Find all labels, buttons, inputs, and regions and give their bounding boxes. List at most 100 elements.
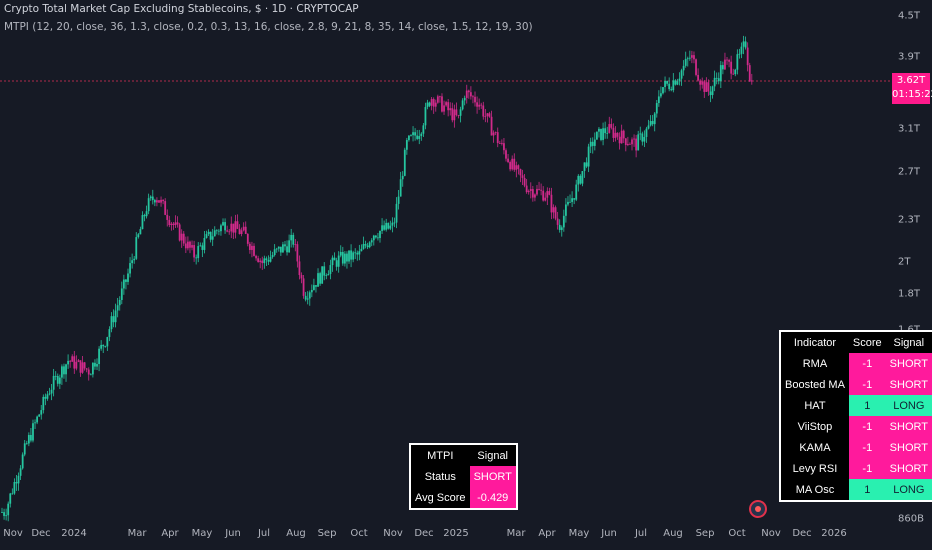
y-tick-label: 3.9T [898, 51, 921, 63]
candle-body [158, 200, 160, 203]
price-badge: 3.62T 01:15:22 [892, 73, 932, 104]
candle-body [52, 375, 55, 390]
candle-body [449, 108, 452, 111]
candle-body [85, 368, 88, 370]
candle-body [279, 246, 282, 253]
candle-body [529, 189, 532, 191]
x-tick-label: May [568, 528, 590, 539]
candle-body [259, 260, 262, 262]
candle-body [534, 194, 536, 198]
candle-body [383, 225, 386, 230]
candle-body [143, 215, 146, 217]
candle-body [44, 396, 47, 399]
indicator-score: -1 [848, 416, 886, 437]
chart-title: Crypto Total Market Cap Excluding Stable… [4, 3, 359, 15]
candle-body [36, 416, 39, 423]
candle-body [680, 70, 683, 79]
us-flag-event-icon[interactable] [749, 500, 767, 518]
candle-body [364, 244, 367, 246]
candle-body [391, 222, 394, 226]
candle-body [459, 109, 462, 116]
indicator-rows: RMA -1 SHORT Boosted MA -1 SHORT HAT 1 LONG ViiSt… [780, 353, 932, 501]
candle-body [296, 244, 299, 262]
candle-body [606, 132, 609, 134]
candle-body [583, 162, 586, 172]
candle-body [691, 55, 693, 58]
candle-body [288, 240, 291, 253]
avg-score-value: -0.429 [469, 487, 517, 509]
candle-body [430, 99, 433, 106]
candle-body [538, 188, 540, 190]
candle-body [302, 278, 305, 296]
x-tick-label: Apr [161, 528, 179, 539]
candle-body [451, 108, 454, 121]
candle-body [422, 125, 425, 134]
indicator-score: -1 [848, 458, 886, 479]
candle-body [372, 235, 375, 241]
indicator-row: ViiStop -1 SHORT [780, 416, 932, 437]
candle-body [96, 364, 98, 367]
candle-body [490, 116, 493, 136]
candle-body [127, 273, 129, 282]
candle-body [587, 146, 590, 167]
indicator-row: Boosted MA -1 SHORT [780, 374, 932, 395]
candle-body [519, 169, 522, 176]
candle-body [585, 162, 588, 167]
candle-body [354, 252, 357, 254]
x-tick-label: Nov [383, 528, 403, 539]
candle-body [637, 134, 640, 151]
candle-body [705, 82, 708, 92]
x-tick-label: Aug [286, 528, 306, 539]
candle-body [525, 185, 528, 193]
candle-body [558, 224, 561, 230]
candle-body [178, 224, 181, 241]
candle-body [187, 241, 189, 249]
candle-body [46, 394, 49, 399]
candle-body [542, 190, 545, 201]
candle-body [238, 228, 241, 235]
candle-body [38, 414, 41, 417]
candle-body [248, 243, 251, 250]
indicator-signal: SHORT [885, 416, 932, 437]
candle-body [348, 250, 350, 262]
candle-body [129, 263, 131, 274]
candle-body [106, 337, 109, 347]
candle-body [257, 258, 260, 262]
candle-body [114, 310, 117, 323]
candle-body [304, 295, 307, 300]
candle-body [71, 356, 74, 362]
candle-body [162, 199, 165, 202]
candle-body [269, 257, 272, 262]
candle-body [562, 215, 565, 228]
candle-body [385, 222, 388, 230]
candle-body [728, 60, 730, 62]
candle-body [267, 260, 270, 262]
candle-body [131, 260, 134, 264]
candle-body [639, 133, 642, 135]
candle-body [310, 289, 313, 293]
candle-body [612, 127, 615, 138]
candle-body [11, 493, 14, 495]
candle-body [341, 251, 344, 264]
candle-body [750, 80, 753, 82]
candle-body [234, 221, 237, 233]
candle-body [63, 366, 65, 375]
candle-body [405, 140, 408, 150]
x-tick-label: Jun [225, 528, 241, 539]
mtpi-summary-table: MTPI Signal Status SHORT Avg Score -0.42… [409, 443, 518, 510]
candle-body [647, 125, 650, 129]
candle-body [660, 93, 662, 97]
candle-body [591, 141, 594, 146]
candle-body [273, 249, 276, 256]
candle-body [5, 515, 8, 517]
candle-body [58, 377, 61, 384]
candle-body [306, 298, 309, 300]
candle-body [482, 105, 485, 117]
candle-body [505, 150, 507, 159]
candle-body [695, 59, 697, 75]
candle-body [182, 233, 185, 244]
candle-body [447, 102, 450, 111]
candle-body [147, 198, 150, 212]
x-tick-label: Oct [728, 528, 746, 539]
